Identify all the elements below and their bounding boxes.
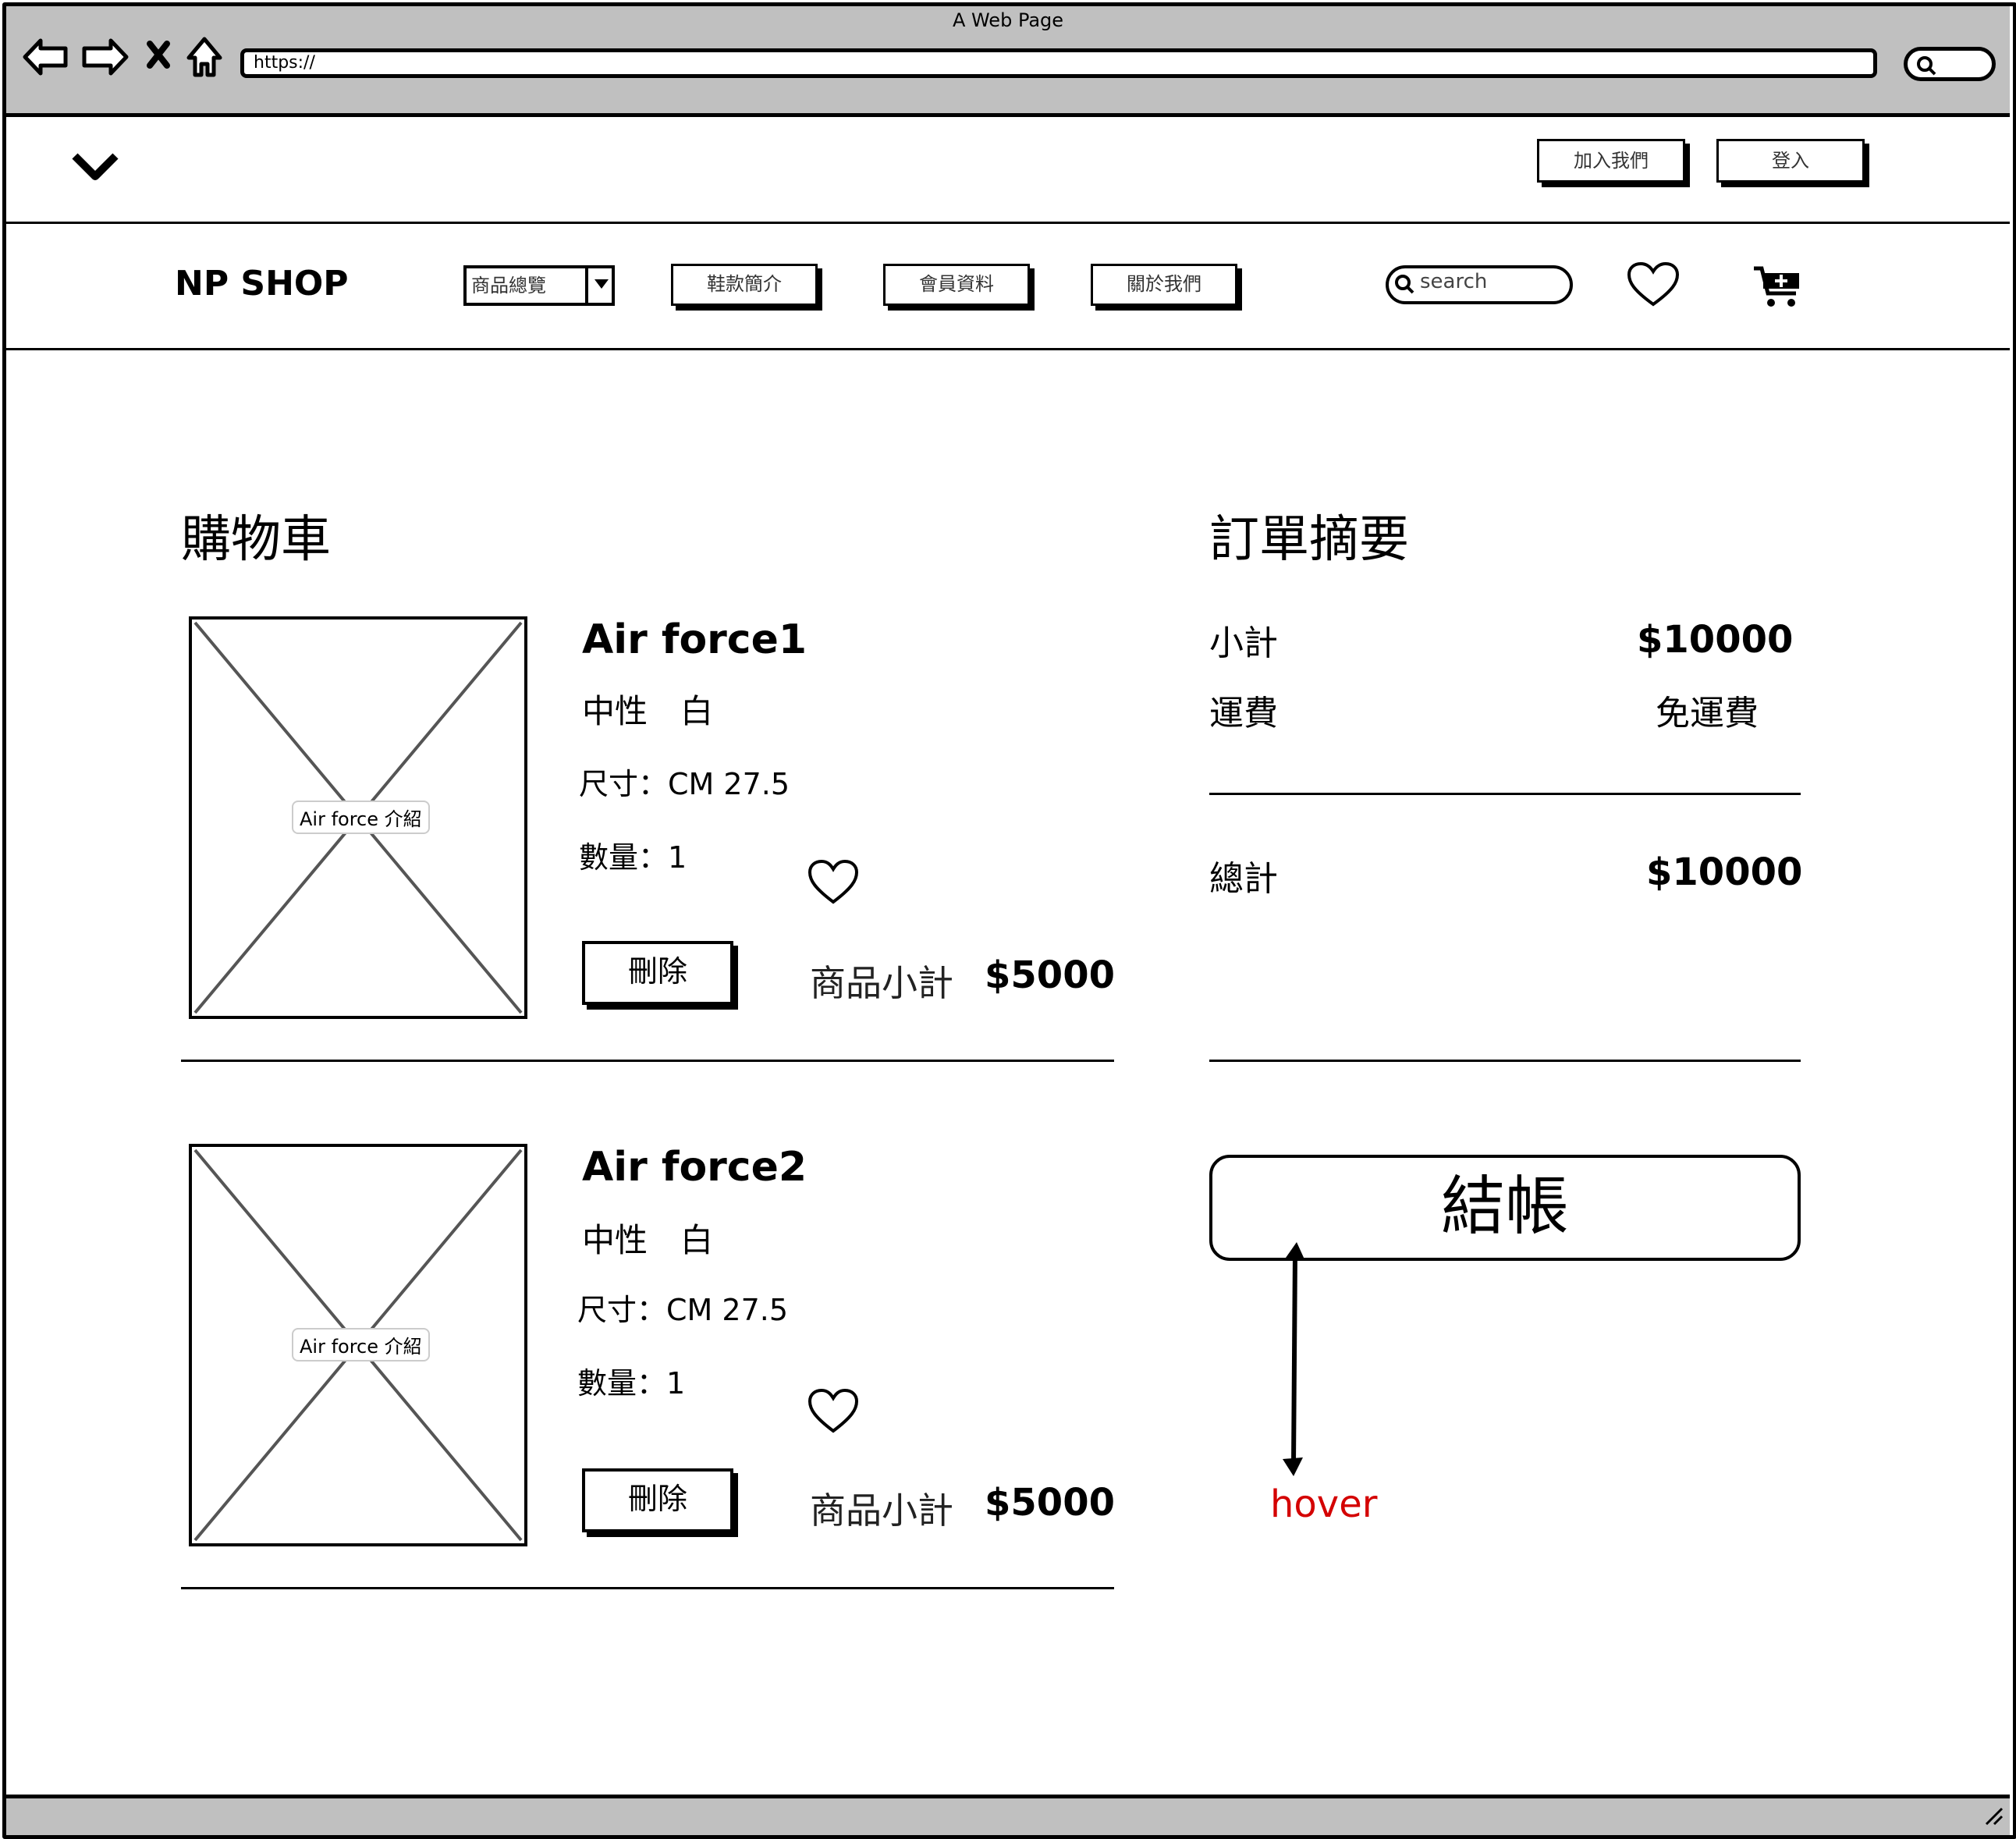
nav-about-us[interactable]: 關於我們 [1091, 264, 1237, 306]
cart-icon[interactable] [1752, 264, 1804, 311]
item-subtotal-value: $5000 [985, 1481, 1115, 1525]
item-subtotal-label: 商品小計 [810, 962, 953, 1004]
dropdown-toggle[interactable] [585, 265, 615, 306]
product-attributes: 中性 白 [582, 1221, 714, 1259]
join-us-button[interactable]: 加入我們 [1537, 139, 1685, 183]
browser-nav-icons [23, 37, 222, 77]
nav-divider [6, 348, 2010, 350]
product-quantity[interactable]: 數量：1 [579, 840, 687, 875]
summary-divider [1209, 1060, 1801, 1062]
wishlist-heart-icon[interactable] [1626, 261, 1681, 309]
forward-icon[interactable] [82, 38, 129, 76]
browser-search-field[interactable] [1904, 47, 1996, 81]
delete-button[interactable]: 刪除 [582, 1468, 733, 1532]
item-divider [181, 1060, 1114, 1062]
product-size: 尺寸：CM 27.5 [579, 767, 790, 801]
summary-shipping-label: 運費 [1209, 694, 1278, 733]
summary-subtotal-label: 小計 [1209, 623, 1278, 663]
product-quantity[interactable]: 數量：1 [577, 1366, 686, 1401]
summary-title: 訂單摘要 [1209, 511, 1409, 569]
item-subtotal-value: $5000 [985, 953, 1115, 997]
back-icon[interactable] [23, 38, 68, 76]
favorite-heart-icon[interactable] [807, 858, 860, 907]
favorite-heart-icon[interactable] [807, 1387, 860, 1436]
category-dropdown[interactable] [463, 265, 615, 306]
site-search-input[interactable] [1386, 265, 1573, 304]
resize-grip-icon[interactable] [1982, 1804, 2005, 1827]
item-subtotal-label: 商品小計 [810, 1489, 953, 1532]
summary-total-label: 總計 [1209, 859, 1278, 899]
product-image[interactable]: Air force 介紹 [189, 1144, 527, 1546]
image-caption: Air force 介紹 [292, 1328, 430, 1361]
search-placeholder: search [1420, 270, 1488, 293]
image-caption: Air force 介紹 [292, 801, 430, 834]
summary-subtotal-value: $10000 [1637, 618, 1794, 662]
window-title: A Web Page [952, 9, 1064, 31]
search-icon [1917, 56, 1936, 76]
stop-icon[interactable] [147, 41, 170, 69]
summary-divider [1209, 793, 1801, 795]
summary-total-value: $10000 [1646, 850, 1803, 894]
hover-annotation: hover [1270, 1482, 1378, 1526]
delete-button[interactable]: 刪除 [582, 941, 733, 1005]
product-name[interactable]: Air force1 [582, 616, 807, 663]
product-name[interactable]: Air force2 [582, 1144, 807, 1191]
item-divider [181, 1587, 1114, 1589]
product-size: 尺寸：CM 27.5 [577, 1293, 789, 1327]
login-button[interactable]: 登入 [1716, 139, 1865, 183]
caret-down-icon [595, 279, 609, 289]
search-icon [1395, 275, 1414, 294]
cart-title: 購物車 [181, 511, 331, 569]
summary-shipping-value: 免運費 [1656, 694, 1759, 733]
nav-member-info[interactable]: 會員資料 [883, 264, 1030, 306]
site-logo[interactable]: NP SHOP [175, 264, 349, 304]
category-dropdown-value: 商品總覽 [471, 275, 546, 296]
checkout-button[interactable]: 結帳 [1209, 1155, 1801, 1261]
browser-statusbar [6, 1795, 2010, 1835]
home-icon[interactable] [186, 37, 222, 77]
url-bar[interactable]: https:// [240, 48, 1877, 78]
product-attributes: 中性 白 [582, 692, 714, 730]
chevron-down-icon[interactable] [70, 150, 120, 184]
nav-shoes-intro[interactable]: 鞋款簡介 [671, 264, 818, 306]
product-image[interactable]: Air force 介紹 [189, 616, 527, 1019]
header-divider [6, 222, 2010, 224]
annotation-arrow [1283, 1242, 1304, 1476]
